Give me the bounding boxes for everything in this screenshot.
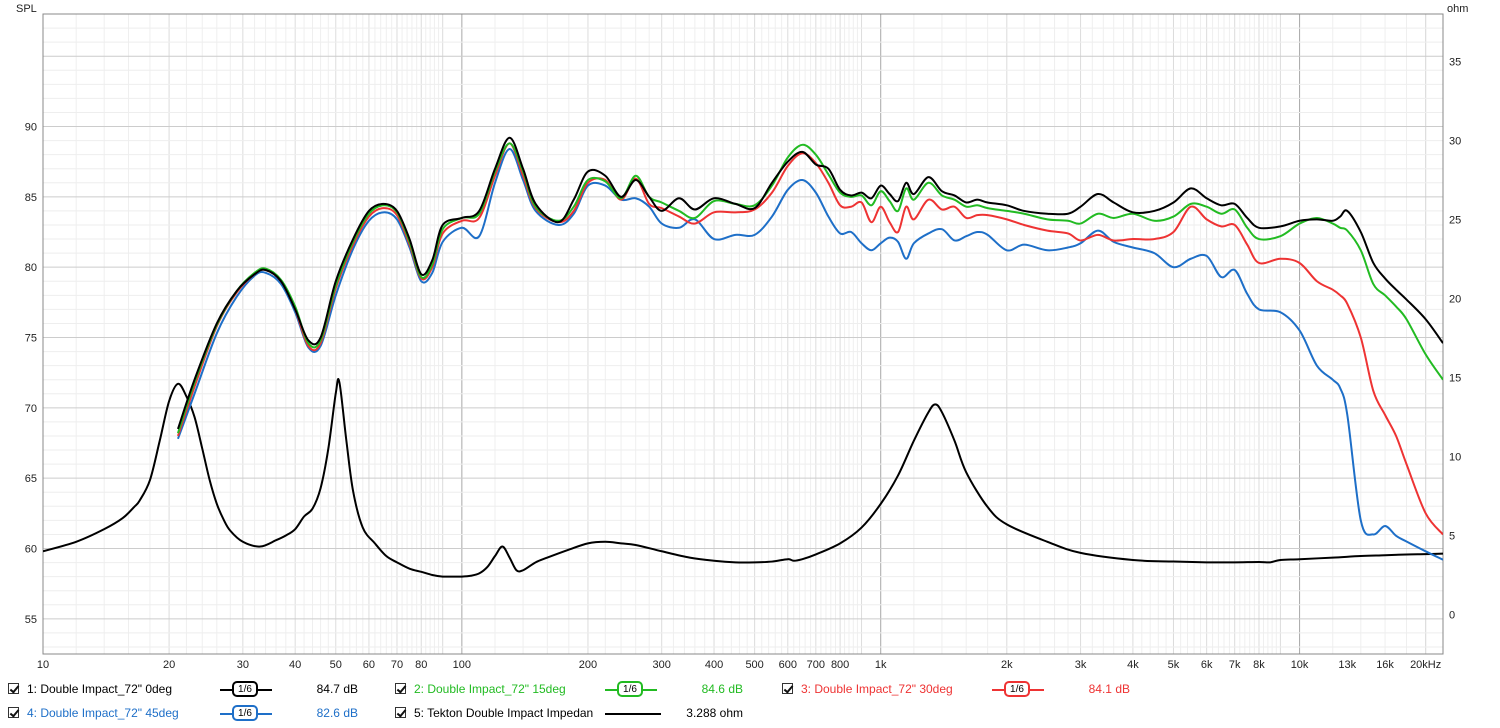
x-tick-label: 20kHz <box>1410 659 1441 671</box>
legend-smoothing-box-3: 1/6 <box>1004 681 1030 697</box>
legend-name-2: 2: Double Impact_72" 15deg <box>414 682 566 696</box>
legend-checkbox-1[interactable] <box>8 683 19 694</box>
x-tick-label: 100 <box>453 659 471 671</box>
y-tick-label: 85 <box>25 192 37 204</box>
x-tick-label: 800 <box>831 659 849 671</box>
legend-name-3: 3: Double Impact_72" 30deg <box>801 682 953 696</box>
x-tick-label: 6k <box>1201 659 1213 671</box>
legend-smoothing-box-2: 1/6 <box>617 681 643 697</box>
x-tick-label: 5k <box>1168 659 1180 671</box>
x-tick-label: 300 <box>653 659 671 671</box>
y2-tick-label: 35 <box>1449 56 1461 68</box>
y2-tick-label: 5 <box>1449 530 1455 542</box>
plot-frame <box>42 13 1444 655</box>
legend-value-1: 84.7 dB <box>316 682 358 696</box>
legend-value-4: 82.6 dB <box>316 706 358 720</box>
legend-line-5 <box>605 713 661 715</box>
legend-checkbox-3[interactable] <box>782 683 793 694</box>
legend-smoothing-box-1: 1/6 <box>232 681 258 697</box>
x-tick-label: 10 <box>37 659 49 671</box>
x-tick-label: 13k <box>1338 659 1356 671</box>
y2-tick-label: 25 <box>1449 214 1461 226</box>
legend-item-series-3[interactable]: 3: Double Impact_72" 30deg 1/6 84.1 dB <box>782 680 1162 700</box>
legend-value-5: 3.288 ohm <box>686 706 743 720</box>
legend-item-series-2[interactable]: 2: Double Impact_72" 15deg 1/6 84.6 dB <box>395 680 775 700</box>
x-tick-label: 40 <box>289 659 301 671</box>
legend-value-3: 84.1 dB <box>1088 682 1130 696</box>
x-tick-label: 1k <box>875 659 887 671</box>
plot-area <box>43 14 1443 654</box>
x-tick-label: 200 <box>579 659 597 671</box>
y2-tick-label: 10 <box>1449 451 1461 463</box>
legend-name-1: 1: Double Impact_72" 0deg <box>27 682 173 696</box>
legend-value-2: 84.6 dB <box>701 682 743 696</box>
x-tick-label: 2k <box>1001 659 1013 671</box>
x-tick-label: 700 <box>807 659 825 671</box>
x-tick-label: 20 <box>163 659 175 671</box>
chart-svg: 10 20 30 40 50 60 70 80 100 200 300 400 500 600 700 800… <box>16 3 1468 671</box>
x-tick-label: 4k <box>1127 659 1139 671</box>
x-tick-label: 30 <box>237 659 249 671</box>
series-line-4 <box>177 148 1443 561</box>
y-tick-label: 65 <box>25 473 37 485</box>
y2-tick-label: 15 <box>1449 372 1461 384</box>
series-line-5 <box>43 378 1443 578</box>
legend-checkbox-2[interactable] <box>395 683 406 694</box>
x-tick-label: 10k <box>1291 659 1309 671</box>
y-tick-label: 55 <box>25 614 37 626</box>
legend-name-4: 4: Double Impact_72" 45deg <box>27 706 179 720</box>
frequency-response-chart: 10 20 30 40 50 60 70 80 100 200 300 400 500 600 700 800… <box>16 3 1468 671</box>
legend-checkbox-5[interactable] <box>395 707 406 718</box>
series-line-3 <box>177 142 1443 536</box>
x-tick-label: 60 <box>363 659 375 671</box>
legend-item-series-1[interactable]: 1: Double Impact_72" 0deg 1/6 84.7 dB <box>8 680 388 700</box>
legend-item-series-4[interactable]: 4: Double Impact_72" 45deg 1/6 82.6 dB <box>8 704 388 724</box>
y-tick-label: 80 <box>25 262 37 274</box>
x-tick-label: 16k <box>1376 659 1394 671</box>
x-tick-label: 3k <box>1075 659 1087 671</box>
legend-name-5: 5: Tekton Double Impact Impedan <box>414 706 594 720</box>
y-tick-label: 90 <box>25 122 37 134</box>
y2-tick-label: 30 <box>1449 135 1461 147</box>
y-tick-label: 60 <box>25 544 37 556</box>
legend-checkbox-4[interactable] <box>8 707 19 718</box>
y-tick-label: 70 <box>25 403 37 415</box>
x-tick-label: 600 <box>779 659 797 671</box>
y2-tick-label: 0 <box>1449 609 1455 621</box>
legend-smoothing-box-4: 1/6 <box>232 705 258 721</box>
x-tick-label: 400 <box>705 659 723 671</box>
x-tick-label: 80 <box>415 659 427 671</box>
legend-item-series-5[interactable]: 5: Tekton Double Impact Impedan 3.288 oh… <box>395 704 775 724</box>
y-axis-title: SPL <box>16 3 37 15</box>
y-tick-label: 75 <box>25 333 37 345</box>
x-tick-label: 500 <box>745 659 763 671</box>
x-tick-label: 8k <box>1253 659 1265 671</box>
series-line-1 <box>177 136 1443 430</box>
legend: 1: Double Impact_72" 0deg 1/6 84.7 dB 2:… <box>0 680 1500 728</box>
x-tick-label: 70 <box>391 659 403 671</box>
y2-tick-label: 20 <box>1449 293 1461 305</box>
x-tick-label: 50 <box>330 659 342 671</box>
x-tick-label: 7k <box>1229 659 1241 671</box>
y2-axis-title: ohm <box>1447 3 1468 15</box>
